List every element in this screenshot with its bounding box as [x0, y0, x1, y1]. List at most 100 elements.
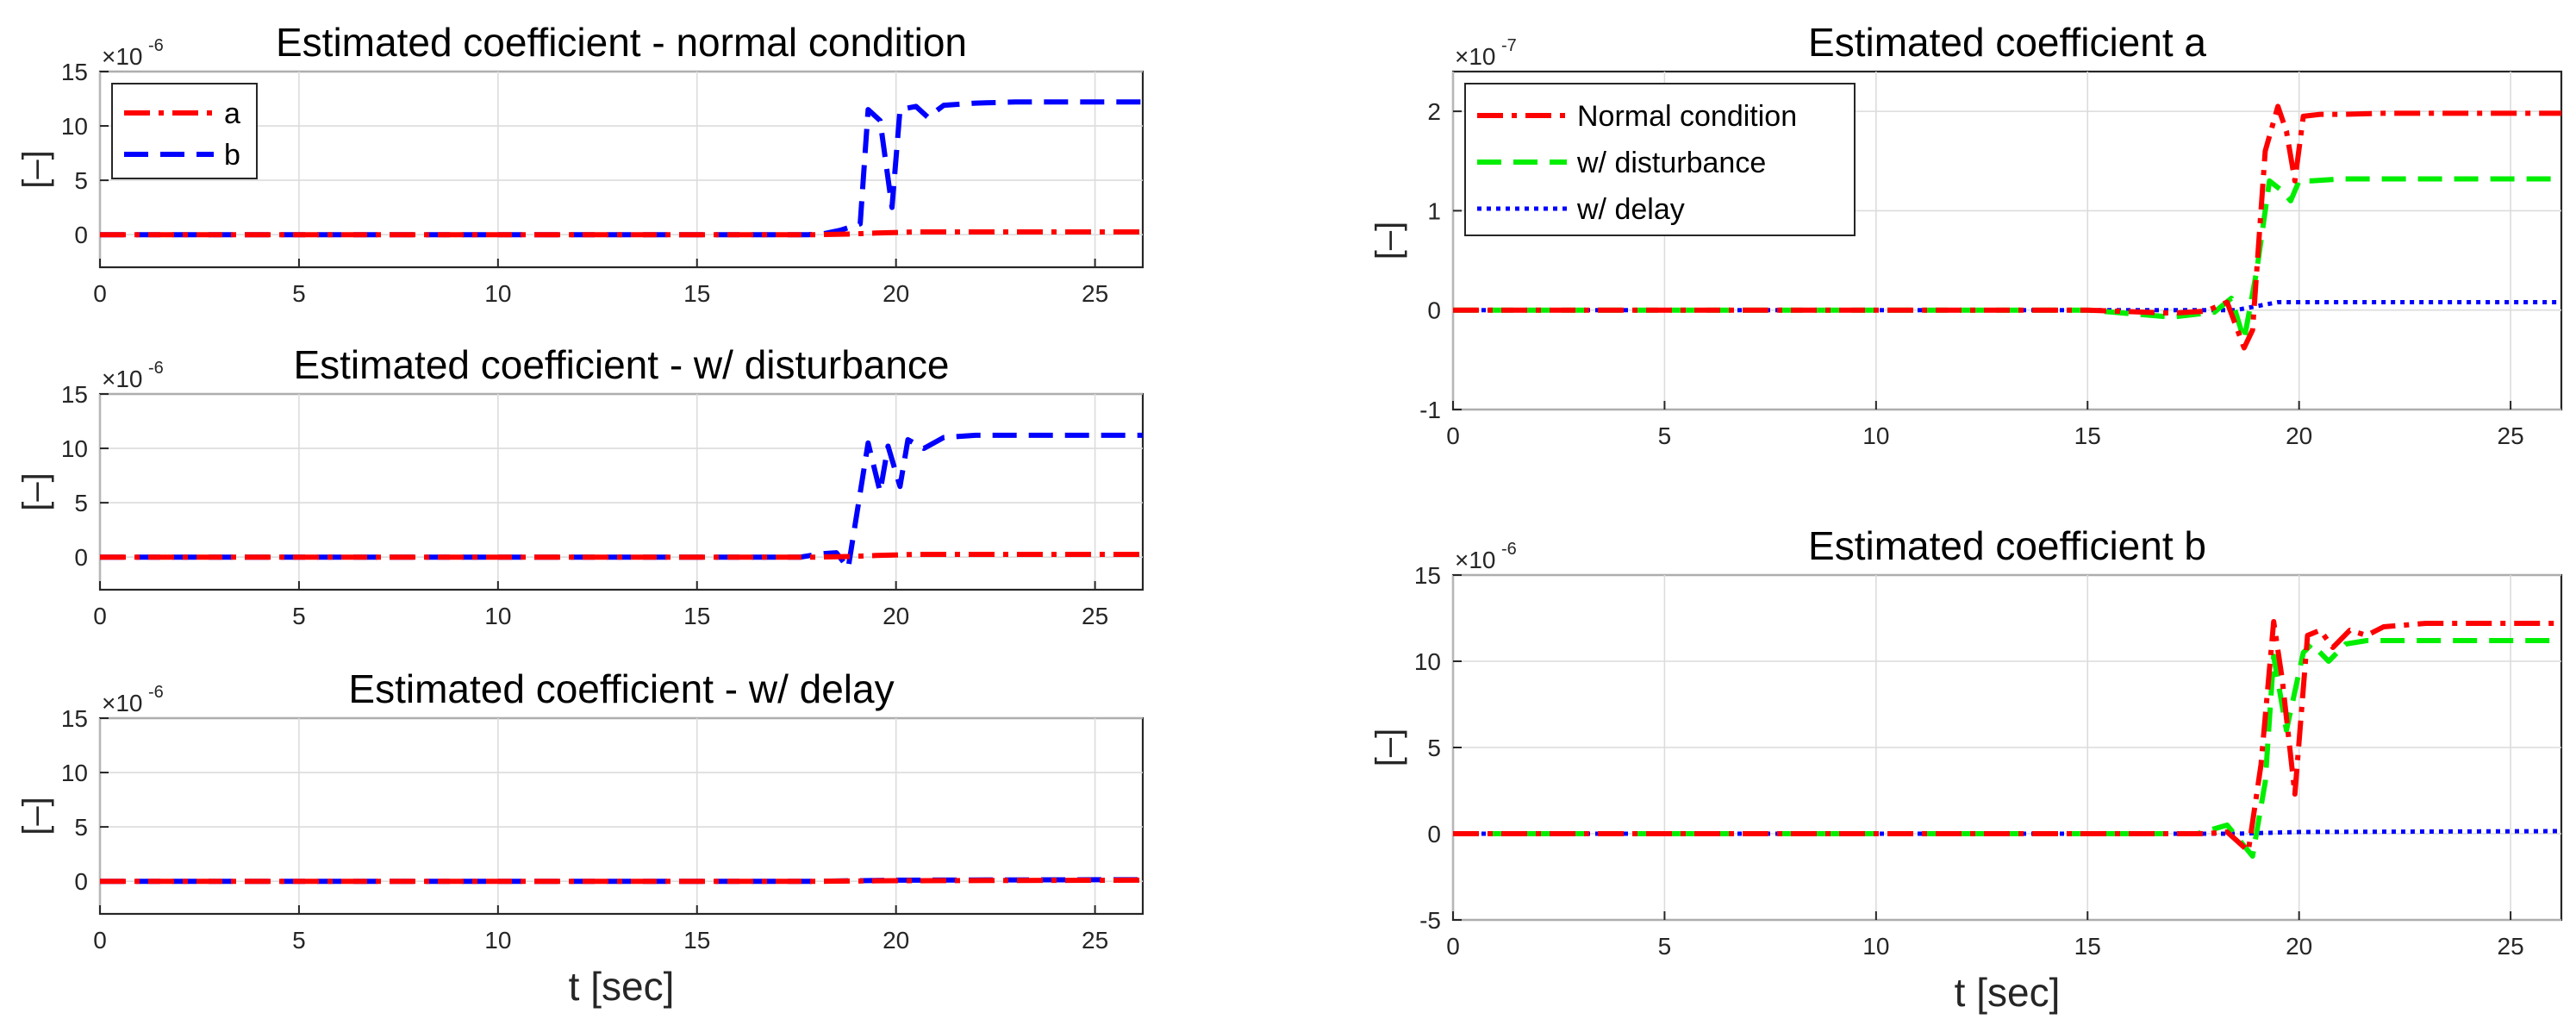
exponent-power: -6 [148, 359, 164, 378]
exponent-power: -6 [148, 683, 164, 702]
x-tick-label: 15 [2074, 933, 2101, 960]
y-tick-label: 10 [61, 435, 88, 462]
x-tick-label: 0 [1446, 933, 1460, 960]
y-tick-label: 15 [1414, 562, 1441, 589]
x-tick-label: 0 [93, 927, 107, 954]
series-group [100, 877, 1143, 885]
x-tick-label: 10 [484, 280, 511, 307]
series-group [1453, 619, 2561, 859]
x-tick-label: 10 [1862, 422, 1889, 449]
x-tick-label: 20 [883, 280, 909, 307]
series-line-b [100, 432, 1143, 571]
legend-entry: w/ delay [1576, 193, 1685, 226]
chart-title: Estimated coefficient - normal condition [276, 20, 967, 65]
legend-entry: w/ disturbance [1576, 147, 1766, 179]
chart-left-top: 0 5 10 15 20 25 0 5 10 15 ×10 -6 Estimated coefficie… [16, 20, 1145, 307]
x-tick-label: 15 [683, 603, 710, 629]
y-tick-label: 15 [61, 59, 88, 85]
legend-box [1464, 83, 1856, 236]
x-tick-label: 0 [93, 603, 107, 629]
exponent-power: -7 [1501, 36, 1517, 55]
series-line-w-disturbance [1453, 176, 2561, 343]
y-tick-label: 0 [74, 544, 88, 571]
y-tick-label: 10 [1414, 648, 1441, 675]
x-tick-label: 20 [2286, 933, 2312, 960]
series-group [100, 432, 1143, 571]
x-axis-label: t [sec] [1955, 970, 2061, 1015]
series-line-a [100, 229, 1143, 238]
y-tick-label: 0 [74, 868, 88, 895]
y-tick-label: 1 [1427, 197, 1441, 224]
y-axis-label: [–] [1369, 729, 1407, 766]
y-axis-label: [–] [16, 797, 54, 835]
y-tick-label: 15 [61, 381, 88, 408]
chart-title: Estimated coefficient - w/ disturbance [293, 342, 949, 387]
x-tick-label: 25 [1082, 927, 1108, 954]
chart-title: Estimated coefficient a [1808, 20, 2206, 65]
legend: Normal condition w/ disturbance w/ delay [1464, 83, 1856, 236]
y-tick-label: -5 [1419, 907, 1441, 934]
y-tick-label: 0 [74, 222, 88, 248]
y-tick-label: 5 [74, 814, 88, 841]
legend-entry: b [224, 139, 240, 172]
x-tick-label: 25 [2498, 933, 2524, 960]
x-tick-label: 15 [2074, 422, 2101, 449]
x-tick-label: 15 [683, 927, 710, 954]
x-tick-label: 20 [2286, 422, 2312, 449]
x-tick-label: 25 [1082, 280, 1108, 307]
y-tick-label: 0 [1427, 821, 1441, 847]
exponent-power: -6 [148, 36, 164, 55]
exponent-label: ×10 [1455, 547, 1496, 573]
legend-entry: a [224, 97, 240, 130]
x-tick-label: 5 [292, 603, 306, 629]
y-tick-label: 5 [74, 490, 88, 516]
series-line-normal-condition [1453, 619, 2561, 854]
y-axis-label: [–] [16, 472, 54, 510]
y-axis-label: [–] [16, 150, 54, 188]
legend: ab [111, 83, 258, 179]
y-tick-label: 0 [1427, 297, 1441, 324]
y-tick-label: 5 [74, 167, 88, 194]
chart-title: Estimated coefficient - w/ delay [348, 666, 894, 711]
y-axis-label: [–] [1369, 222, 1407, 260]
x-tick-label: 5 [1658, 422, 1672, 449]
exponent-label: ×10 [102, 366, 143, 392]
x-tick-label: 20 [883, 927, 909, 954]
exponent-label: ×10 [102, 690, 143, 716]
series-group [100, 99, 1143, 238]
y-tick-label: 5 [1427, 735, 1441, 761]
legend-box [111, 83, 258, 179]
x-tick-label: 5 [292, 280, 306, 307]
series-line-a [100, 877, 1143, 885]
chart-left-bottom: 0 5 10 15 20 25 0 5 10 15 ×10 -6 Estimated coefficie… [16, 666, 1145, 1009]
x-tick-label: 25 [1082, 603, 1108, 629]
y-tick-label: -1 [1419, 397, 1441, 423]
x-tick-label: 20 [883, 603, 909, 629]
x-tick-label: 0 [1446, 422, 1460, 449]
legend-entry: Normal condition [1577, 100, 1797, 133]
x-tick-label: 10 [484, 603, 511, 629]
x-tick-label: 10 [1862, 933, 1889, 960]
exponent-label: ×10 [102, 43, 143, 70]
x-tick-label: 5 [292, 927, 306, 954]
x-tick-label: 5 [1658, 933, 1672, 960]
chart-title: Estimated coefficient b [1808, 523, 2206, 568]
y-tick-label: 2 [1427, 98, 1441, 125]
x-tick-label: 10 [484, 927, 511, 954]
series-group [1453, 103, 2561, 351]
y-tick-label: 10 [61, 760, 88, 786]
x-tick-label: 25 [2498, 422, 2524, 449]
x-tick-label: 15 [683, 280, 710, 307]
series-line-a [100, 552, 1143, 560]
x-tick-label: 0 [93, 280, 107, 307]
series-line-w-disturbance [1453, 638, 2561, 859]
exponent-power: -6 [1501, 540, 1517, 559]
y-tick-label: 10 [61, 113, 88, 140]
plot-area [98, 716, 1145, 916]
chart-left-middle: 0 5 10 15 20 25 0 5 10 15 ×10 -6 Estimated coefficie… [16, 342, 1145, 629]
series-line-normal-condition [1453, 103, 2561, 351]
plot-area [98, 392, 1145, 591]
